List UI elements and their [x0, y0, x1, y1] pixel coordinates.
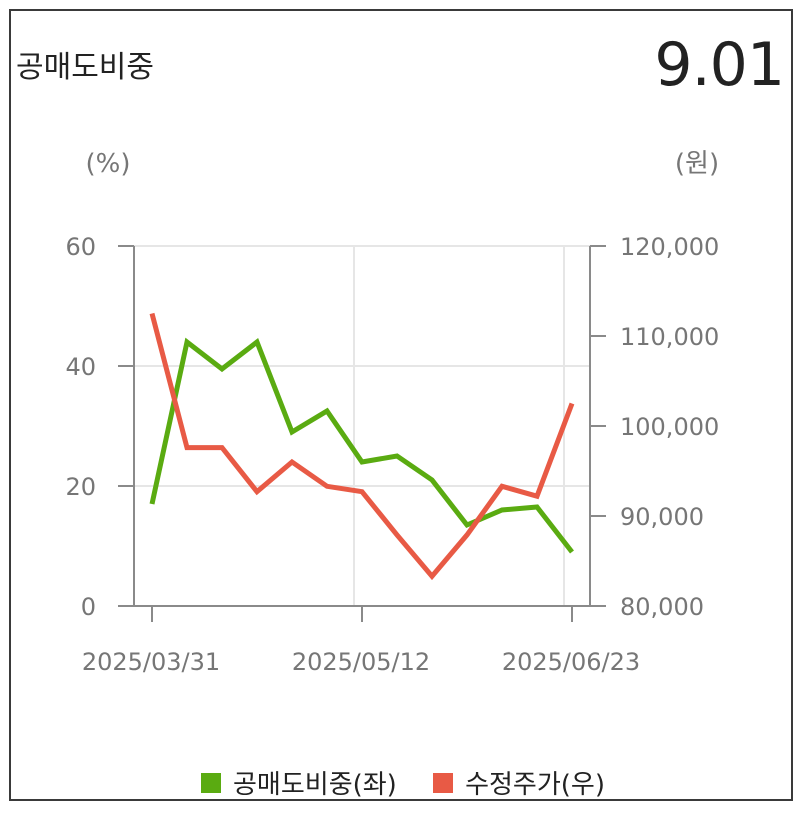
left-tick-label: 20 [65, 473, 96, 501]
current-value: 9.01 [654, 30, 785, 100]
x-tick-label: 2025/05/12 [292, 648, 430, 676]
grid [134, 245, 590, 606]
axes [118, 246, 606, 607]
series-line-short-ratio [149, 337, 574, 554]
legend-item-short-ratio[interactable]: 공매도비중(좌) [201, 764, 397, 801]
right-tick-label: 90,000 [620, 503, 704, 531]
legend-item-price[interactable]: 수정주가(우) [433, 764, 605, 801]
right-tick-label: 120,000 [620, 233, 719, 261]
legend-swatch-price [433, 772, 454, 793]
right-tick-label: 80,000 [620, 593, 704, 621]
chart-svg: (%) (원) 0 20 40 60 80,000 90,000 100,000 110,00… [65, 149, 719, 676]
legend-label-short-ratio: 공매도비중(좌) [233, 770, 397, 800]
tick-labels: 0 20 40 60 80,000 90,000 100,000 110,000 120,000… [65, 233, 719, 676]
x-tick-label: 2025/03/31 [82, 648, 220, 676]
right-tick-label: 100,000 [620, 413, 719, 441]
series [149, 312, 575, 581]
chart-title: 공매도비중 [16, 50, 154, 85]
legend-swatch-short-ratio [201, 772, 222, 793]
x-tick-label: 2025/06/23 [502, 648, 640, 676]
left-tick-label: 60 [65, 233, 96, 261]
series-line-price [149, 312, 575, 581]
legend: 공매도비중(좌) 수정주가(우) [0, 764, 806, 801]
left-unit-label: (%) [86, 149, 131, 179]
right-unit-label: (원) [675, 149, 719, 179]
left-tick-label: 0 [81, 593, 96, 621]
chart-card [9, 9, 793, 801]
left-tick-label: 40 [65, 353, 96, 381]
legend-label-price: 수정주가(우) [465, 770, 605, 800]
right-tick-label: 110,000 [620, 323, 719, 351]
